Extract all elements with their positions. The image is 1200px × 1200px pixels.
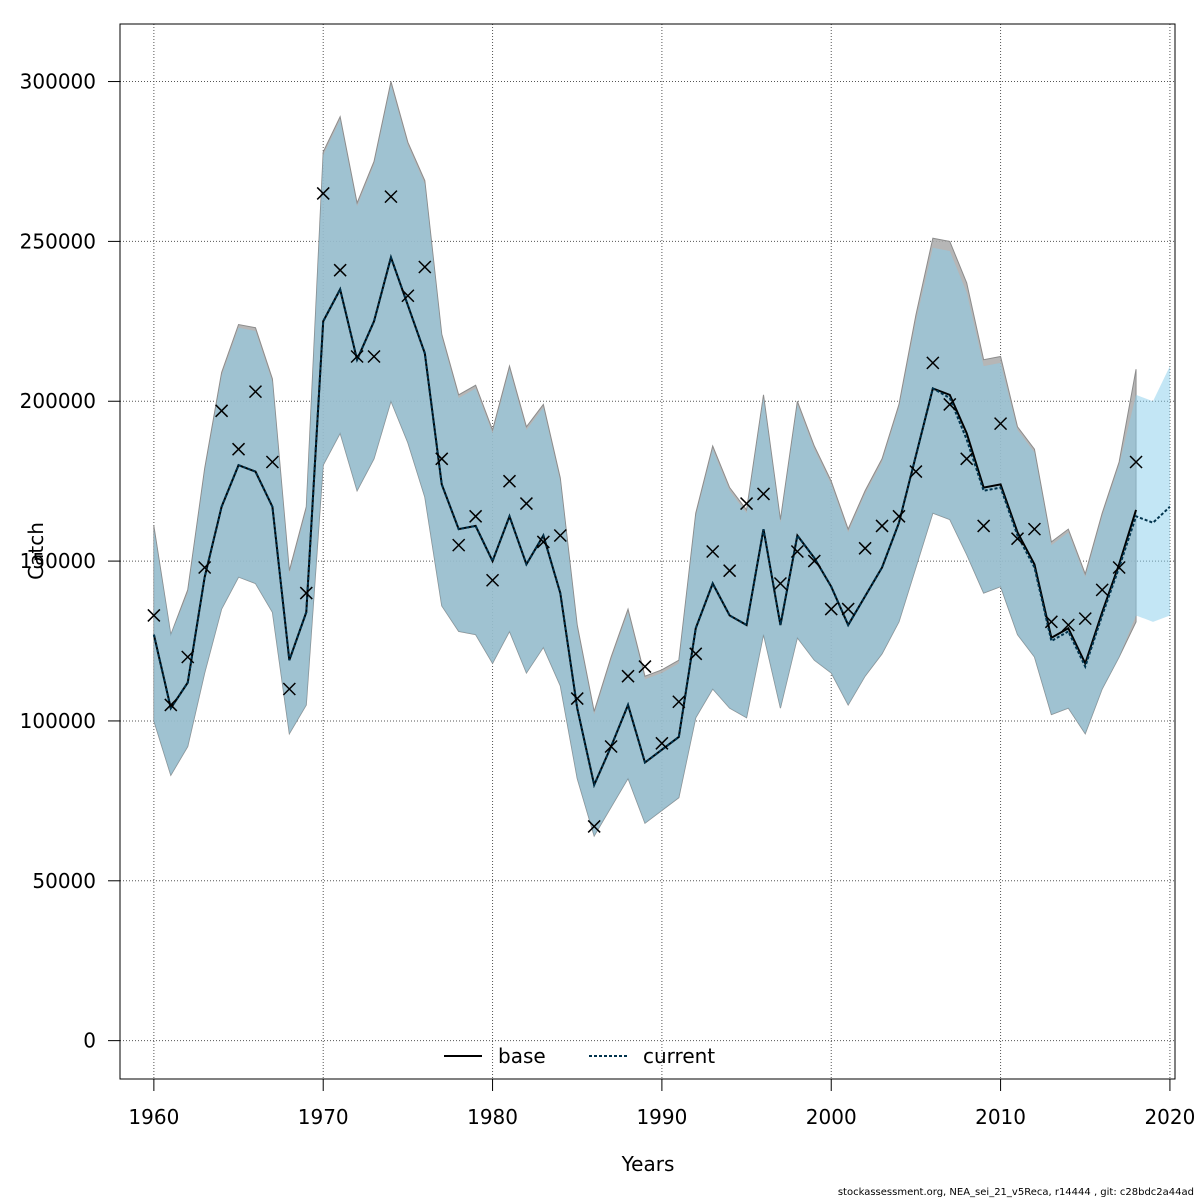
- footer-note: stockassessment.org, NEA_sei_21_v5Reca, …: [837, 1187, 1194, 1198]
- legend-label-base: base: [498, 1044, 546, 1068]
- observed-point: [875, 519, 889, 533]
- observed-point: [198, 560, 212, 575]
- observed-point: [1010, 532, 1025, 546]
- observed-point: [519, 497, 533, 511]
- band-current: [153, 84, 1170, 837]
- observed-point: [181, 650, 195, 664]
- observed-point: [536, 535, 550, 549]
- observed-point: [892, 509, 906, 523]
- observed-point: [1129, 455, 1143, 469]
- observed-point: [723, 564, 737, 578]
- observed-point: [384, 190, 398, 204]
- observed-point: [164, 698, 178, 712]
- x-axis: 1960 1970 1980 1990 2000 2010 2020: [128, 1078, 1195, 1129]
- observed-point: [215, 404, 229, 418]
- y-axis: 0 50000 100000 150000 200000 250000 300000: [20, 70, 120, 1053]
- x-axis-title: Years: [621, 1152, 675, 1176]
- observed-point: [265, 455, 279, 469]
- observed-point: [367, 349, 381, 364]
- observed-point: [706, 544, 720, 559]
- observed-point: [1095, 583, 1109, 597]
- observed-point: [960, 452, 974, 466]
- observed-point: [570, 692, 584, 706]
- observed-point: [858, 541, 872, 555]
- observed-point: [316, 186, 330, 200]
- observed-point: [401, 289, 415, 303]
- observed-point: [994, 417, 1008, 431]
- observed-point: [587, 819, 601, 833]
- observed-point: [943, 397, 957, 411]
- y-tick-label: 0: [83, 1029, 96, 1053]
- observed-point: [282, 682, 296, 696]
- observed-point: [418, 260, 432, 274]
- y-tick-label: 150000: [20, 549, 96, 573]
- observed-point: [232, 442, 246, 456]
- observed-point: [486, 573, 500, 587]
- observed-point: [1027, 522, 1041, 536]
- observed-point: [740, 497, 754, 511]
- legend-label-current: current: [643, 1044, 715, 1068]
- y-tick-label: 300000: [20, 70, 96, 94]
- observed-point: [469, 509, 483, 523]
- observed-point: [841, 602, 855, 616]
- observed-point: [333, 263, 347, 277]
- x-tick-label: 2020: [1144, 1105, 1195, 1129]
- observed-point: [350, 349, 364, 364]
- observed-point: [655, 736, 669, 750]
- series-lines: [152, 253, 1171, 789]
- observed-point: [1044, 615, 1058, 629]
- observed-point: [773, 576, 787, 591]
- y-tick-label: 50000: [32, 869, 96, 893]
- observed-point: [824, 602, 838, 616]
- observed-point: [689, 647, 703, 661]
- observed-point: [1112, 560, 1126, 575]
- y-tick-label: 100000: [20, 709, 96, 733]
- observed-point: [604, 739, 618, 754]
- observed-point: [299, 586, 313, 600]
- observed-point: [1061, 618, 1075, 632]
- observed-point: [638, 660, 652, 674]
- observed-point: [435, 452, 449, 466]
- observed-markers: [147, 186, 1143, 833]
- observed-point: [502, 474, 517, 488]
- observed-point: [553, 528, 567, 543]
- confidence-bands: [153, 81, 1170, 838]
- observed-point: [909, 465, 923, 479]
- x-tick-label: 2010: [975, 1105, 1026, 1129]
- observed-point: [248, 385, 263, 399]
- observed-point: [621, 669, 635, 683]
- y-axis-title: Catch: [24, 522, 48, 580]
- x-tick-label: 2000: [806, 1105, 857, 1129]
- x-tick-label: 1990: [636, 1105, 687, 1129]
- y-tick-label: 200000: [20, 389, 96, 413]
- x-tick-label: 1980: [467, 1105, 518, 1129]
- observed-point: [672, 695, 686, 709]
- line-current: [152, 253, 1171, 789]
- observed-point: [977, 519, 991, 533]
- x-tick-label: 1970: [298, 1105, 349, 1129]
- y-tick-label: 250000: [20, 229, 96, 253]
- x-tick-label: 1960: [128, 1105, 179, 1129]
- observed-point: [926, 356, 940, 370]
- observed-point: [790, 544, 804, 559]
- observed-point: [147, 608, 161, 622]
- legend: base current: [444, 1044, 715, 1068]
- observed-point: [452, 538, 466, 552]
- observed-point: [807, 554, 821, 568]
- observed-point: [1078, 612, 1092, 626]
- observed-point: [756, 487, 771, 501]
